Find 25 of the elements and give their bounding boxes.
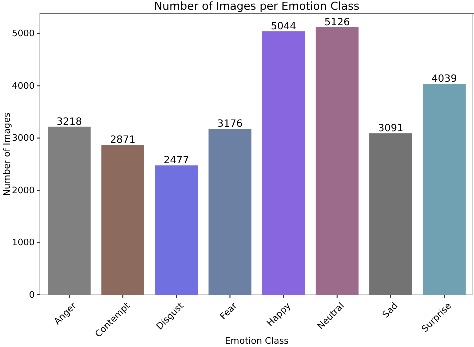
data-label: 4039 (432, 74, 458, 86)
y-tick-label: 1000 (12, 238, 36, 249)
data-label: 2477 (164, 156, 190, 167)
data-label: 3091 (378, 124, 404, 135)
chart-title: Number of Images per Emotion Class (154, 0, 360, 13)
data-label: 3176 (217, 119, 243, 130)
data-label: 2871 (110, 135, 136, 146)
bar (423, 84, 466, 295)
bar (262, 32, 306, 295)
bar (155, 166, 198, 295)
data-label: 3218 (56, 116, 82, 128)
y-tick-label: 5000 (12, 30, 36, 40)
data-label: 5126 (324, 17, 350, 28)
y-tick-label: 3000 (12, 134, 36, 144)
y-tick-label: 4000 (12, 82, 36, 92)
y-axis-title: Number of Images (3, 112, 13, 196)
x-axis-title: Emotion Class (225, 337, 290, 347)
bar (316, 27, 359, 295)
bar (48, 126, 91, 295)
bar (370, 134, 412, 295)
y-tick-label: 0 (29, 290, 36, 301)
y-tick-label: 2000 (12, 186, 36, 196)
data-label: 5044 (271, 22, 297, 33)
bar (102, 145, 144, 295)
bar (208, 129, 252, 295)
